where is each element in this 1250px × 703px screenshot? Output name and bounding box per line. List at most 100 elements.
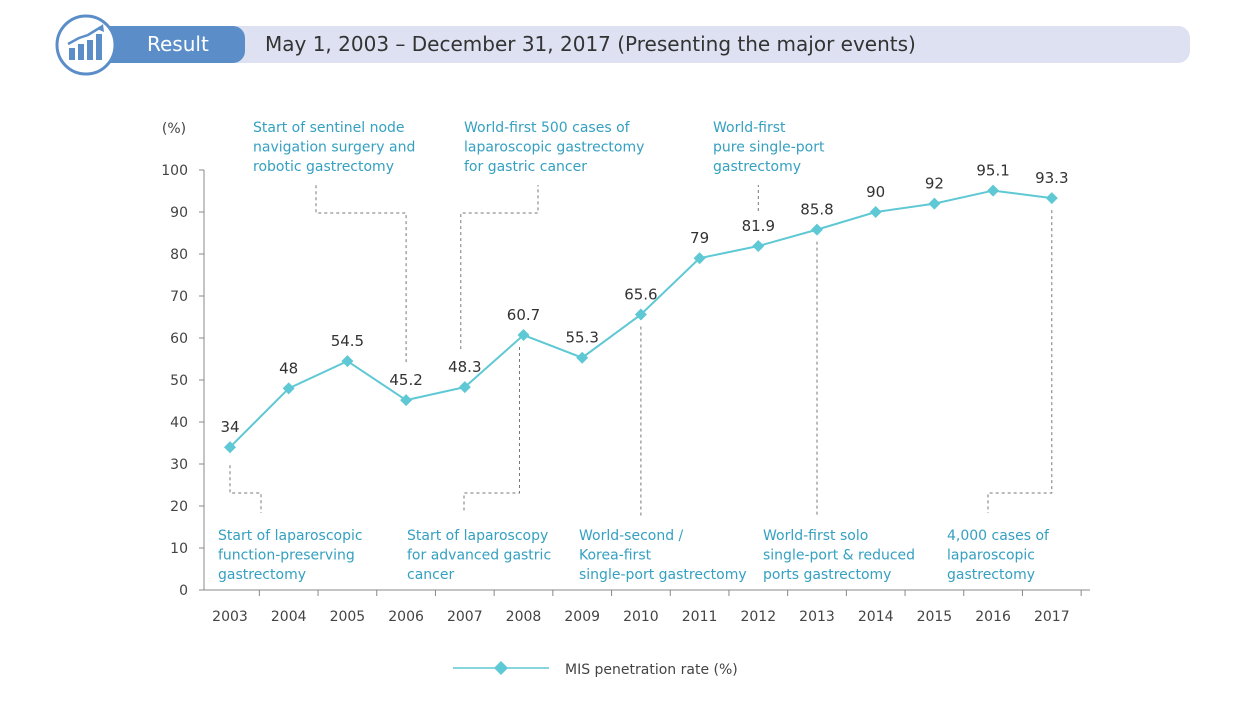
annotation-line: Start of laparoscopy: [407, 528, 548, 544]
x-tick-label: 2010: [623, 609, 659, 625]
data-point: [869, 206, 882, 218]
annotation-line: World-first solo: [763, 528, 868, 544]
x-tick-label: 2006: [388, 609, 424, 625]
y-tick-label: 60: [170, 331, 188, 347]
data-point: [634, 308, 647, 321]
y-tick-label: 10: [170, 541, 188, 557]
annotation-line: World-second /: [579, 528, 684, 544]
annotation-line: pure single-port: [713, 140, 825, 156]
annotation-line: single-port & reduced: [763, 548, 915, 564]
x-tick-label: 2017: [1034, 609, 1070, 625]
data-label: 48.3: [448, 358, 481, 376]
annotation-line: World-first: [713, 120, 786, 136]
x-tick-label: 2013: [799, 609, 835, 625]
annotation-line: Start of sentinel node: [253, 120, 405, 136]
data-label: 92: [925, 175, 944, 193]
data-point: [517, 329, 530, 342]
data-point: [224, 441, 236, 454]
annotation-leader: [987, 210, 1053, 513]
x-tick-label: 2004: [271, 609, 307, 625]
annotation-line: Korea-first: [579, 548, 652, 564]
annotation-text: 4,000 cases of laparoscopic gastrectomy: [947, 528, 1050, 583]
y-tick-label: 80: [170, 247, 188, 263]
data-point: [576, 351, 589, 364]
x-tick-label: 2012: [740, 609, 776, 625]
data-point: [1045, 192, 1058, 205]
y-tick-label: 50: [170, 373, 188, 389]
x-tick-label: 2008: [506, 609, 542, 625]
annotation-line: laparoscopic gastrectomy: [464, 140, 644, 156]
annotation-text: World-first 500 cases of laparoscopic gas…: [464, 120, 644, 175]
data-point: [752, 240, 765, 253]
x-tick-label: 2015: [917, 609, 953, 625]
legend-marker: [494, 661, 508, 675]
y-tick-label: 0: [179, 583, 188, 599]
y-tick-label: 90: [170, 205, 188, 221]
annotation-line: gastrectomy: [713, 159, 801, 175]
annotation-line: cancer: [407, 567, 454, 583]
data-point: [341, 355, 354, 368]
data-point: [693, 252, 706, 265]
result-header: Result May 1, 2003 – December 31, 2017 (…: [55, 14, 1190, 76]
x-tick-label: 2003: [212, 609, 248, 625]
data-point: [282, 382, 295, 395]
result-tag-label: Result: [147, 32, 209, 56]
annotation-line: Start of laparoscopic: [218, 528, 363, 544]
x-tick-label: 2014: [858, 609, 894, 625]
y-tick-label: 100: [161, 163, 188, 179]
annotation-leader: [460, 185, 539, 350]
data-label: 55.3: [565, 329, 598, 347]
annotation-text: World-second / Korea-first single-port gas…: [579, 528, 747, 583]
annotation-text: World-first pure single-port gastrectomy: [713, 120, 825, 175]
data-point: [400, 394, 413, 407]
annotation-line: for advanced gastric: [407, 548, 551, 564]
data-label: 79: [690, 229, 709, 247]
data-label: 95.1: [976, 162, 1009, 180]
annotation-leader: [463, 347, 520, 513]
legend-label: MIS penetration rate (%): [565, 662, 738, 678]
header-title: May 1, 2003 – December 31, 2017 (Present…: [265, 32, 916, 56]
data-point: [928, 197, 941, 210]
x-tick-label: 2016: [975, 609, 1011, 625]
annotation-line: gastrectomy: [947, 567, 1035, 583]
y-tick-label: 30: [170, 457, 188, 473]
x-tick-label: 2011: [682, 609, 718, 625]
annotation-leader: [315, 185, 407, 363]
y-tick-label: 20: [170, 499, 188, 515]
data-label: 81.9: [742, 217, 775, 235]
annotation-line: World-first 500 cases of: [464, 120, 631, 136]
annotation-line: navigation surgery and: [253, 140, 415, 156]
annotation-line: 4,000 cases of: [947, 528, 1050, 544]
x-tick-label: 2005: [330, 609, 366, 625]
annotation-line: function-preserving: [218, 548, 355, 564]
annotation-text: Start of sentinel node navigation surgery…: [253, 120, 415, 175]
data-label: 60.7: [507, 306, 540, 324]
annotation-text: Start of laparoscopic function-preserving…: [218, 528, 363, 583]
header-title-bar: [155, 26, 1190, 63]
data-label: 90: [866, 183, 885, 201]
x-tick-label: 2007: [447, 609, 483, 625]
annotation-line: laparoscopic: [947, 548, 1035, 564]
annotation-line: single-port gastrectomy: [579, 567, 747, 583]
annotation-line: robotic gastrectomy: [253, 159, 394, 175]
data-label: 85.8: [800, 201, 833, 219]
x-tick-label: 2009: [564, 609, 600, 625]
data-label: 48: [279, 359, 298, 377]
y-tick-label: 40: [170, 415, 188, 431]
data-point: [811, 223, 823, 236]
data-point: [987, 184, 1000, 197]
annotation-line: gastrectomy: [218, 567, 306, 583]
data-label: 54.5: [331, 332, 364, 350]
annotation-line: for gastric cancer: [464, 159, 587, 175]
annotation-line: ports gastrectomy: [763, 567, 891, 583]
data-label: 45.2: [389, 371, 422, 389]
y-axis-label: (%): [162, 121, 186, 137]
annotation-leader: [229, 465, 262, 513]
y-tick-label: 70: [170, 289, 188, 305]
annotation-text: Start of laparoscopy for advanced gastric…: [407, 528, 551, 583]
data-point: [458, 381, 471, 394]
data-label: 65.6: [624, 285, 657, 303]
data-label: 93.3: [1035, 169, 1068, 187]
data-label: 34: [220, 418, 239, 436]
